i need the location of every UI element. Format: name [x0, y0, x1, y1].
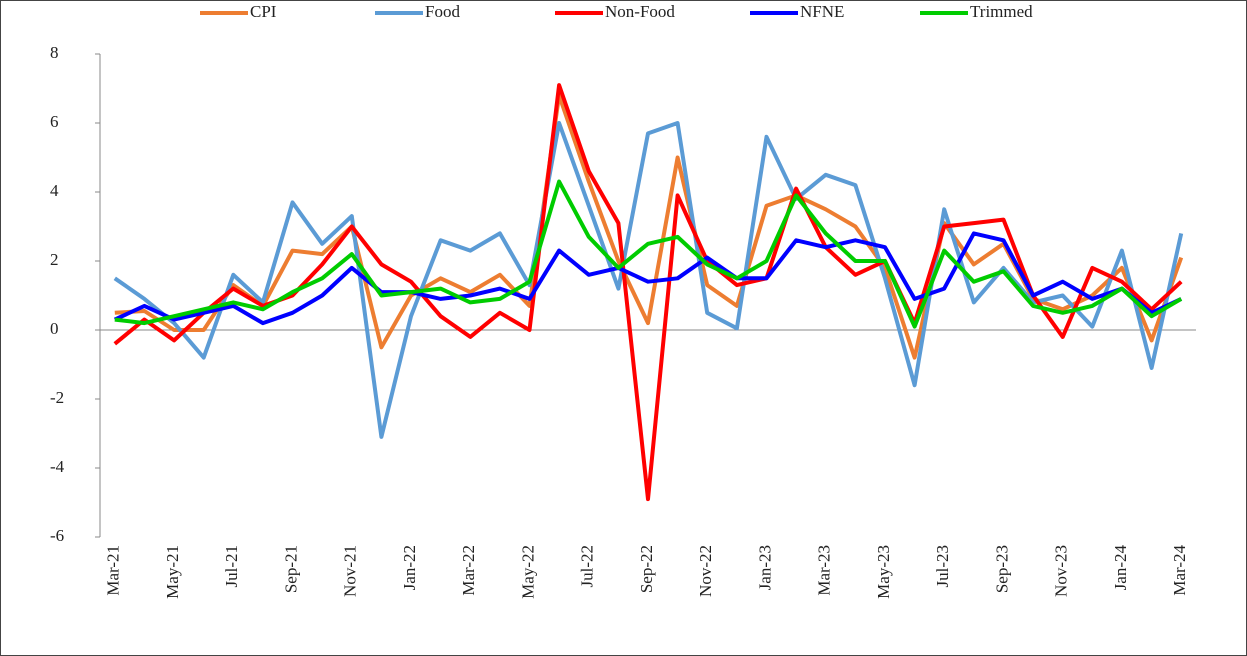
x-tick-label: Jan-23 — [755, 545, 774, 590]
y-tick-label: -6 — [50, 526, 64, 545]
y-tick-label: 8 — [50, 43, 59, 62]
x-tick-label: Sep-22 — [637, 545, 656, 593]
y-tick-label: -4 — [50, 457, 65, 476]
x-tick-label: May-21 — [163, 545, 182, 599]
y-tick-label: 6 — [50, 112, 59, 131]
x-tick-label: Mar-24 — [1170, 545, 1189, 596]
y-tick-label: 4 — [50, 181, 59, 200]
x-tick-label: Jan-24 — [1111, 545, 1130, 591]
x-tick-label: Jul-21 — [222, 545, 241, 588]
legend-label: Food — [425, 2, 460, 21]
x-tick-label: Mar-22 — [459, 545, 478, 596]
x-tick-label: Nov-21 — [341, 545, 360, 597]
series-line — [113, 83, 1183, 502]
y-tick-label: -2 — [50, 388, 64, 407]
x-tick-label: May-22 — [518, 545, 537, 599]
legend-label: Trimmed — [970, 2, 1033, 21]
legend-label: Non-Food — [605, 2, 675, 21]
x-tick-label: Sep-21 — [281, 545, 300, 593]
legend-label: CPI — [250, 2, 277, 21]
x-tick-label: Nov-23 — [1052, 545, 1071, 597]
y-tick-label: 2 — [50, 250, 59, 269]
x-tick-label: Jul-23 — [933, 545, 952, 588]
x-tick-label: Mar-21 — [104, 545, 123, 596]
series-line — [113, 231, 1183, 326]
series-line — [113, 121, 1184, 439]
x-tick-label: Jan-22 — [400, 545, 419, 590]
y-tick-label: 0 — [50, 319, 59, 338]
x-tick-label: Nov-22 — [696, 545, 715, 597]
series-line — [114, 179, 1183, 329]
x-tick-label: Jul-22 — [578, 545, 597, 588]
x-tick-label: Mar-23 — [815, 545, 834, 596]
x-tick-label: Sep-23 — [992, 545, 1011, 593]
x-tick-label: May-23 — [874, 545, 893, 599]
legend-label: NFNE — [800, 2, 844, 21]
